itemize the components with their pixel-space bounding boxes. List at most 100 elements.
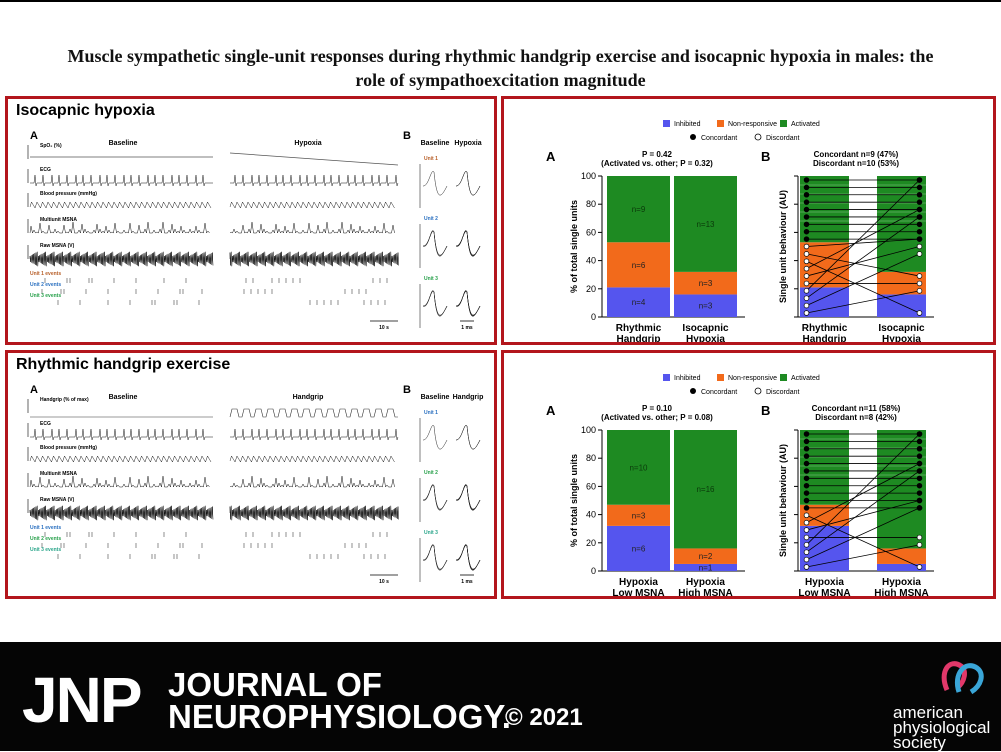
unit-marker	[916, 228, 923, 235]
spike-header-baseline: Baseline	[421, 140, 450, 147]
msna-trace	[229, 221, 395, 234]
unit-events-label: Unit 3 events	[30, 293, 61, 299]
chart-stat-line1: P = 0.42	[642, 150, 672, 159]
bar-data-label: n=4	[632, 298, 646, 307]
bar-data-label: n=10	[629, 463, 648, 472]
hypoxia-recordings-panel: Isocapnic hypoxia A B Baseline Hypoxia Basel…	[5, 96, 497, 345]
unit-marker	[803, 206, 810, 213]
legend-label: Inhibited	[674, 121, 701, 128]
bar-segment	[607, 525, 670, 571]
journal-name-line2: NEUROPHYSIOLOGY.	[168, 698, 511, 735]
ecg-trace	[30, 174, 213, 187]
spike-scale-label: 1 ms	[461, 579, 473, 585]
unit-marker	[916, 243, 923, 250]
unit-marker	[803, 214, 810, 220]
spike-waveform	[422, 425, 448, 450]
panel-title: Isocapnic hypoxia	[16, 102, 155, 119]
y-axis-title: % of total single units	[569, 454, 579, 547]
unit-marker	[803, 302, 810, 309]
bar-segment	[674, 271, 737, 295]
bar-segment	[607, 430, 670, 505]
unit-marker	[916, 206, 923, 213]
unit-marker	[916, 431, 923, 437]
y-axis-title: Single unit behaviour (AU)	[778, 444, 788, 557]
spike-waveform	[455, 545, 481, 570]
unit-marker	[803, 482, 810, 489]
x-category-label: Isocapnic	[878, 323, 925, 334]
unit-marker	[916, 280, 923, 287]
chart-label-b: B	[761, 149, 770, 164]
unit-marker	[916, 192, 923, 198]
chart-stat-line2: (Activated vs. other; P = 0.08)	[601, 413, 713, 422]
bar-segment	[800, 504, 849, 526]
raw-msna-trace	[29, 505, 214, 521]
spike-waveform	[455, 485, 481, 510]
unit-marker	[803, 542, 810, 548]
legend-label: Inhibited	[674, 375, 701, 382]
y-tick-label: 80	[586, 453, 596, 463]
column-header-condition: Hypoxia	[294, 140, 321, 147]
legend-swatch	[780, 374, 787, 381]
low-vs-high-msna-chart-panel: Inhibited Non-responsive Activated Concorda…	[501, 350, 996, 599]
figure-label-b: B	[403, 384, 411, 396]
unit-marker	[916, 482, 923, 489]
unit-marker	[803, 527, 810, 533]
spike-waveform	[422, 290, 448, 317]
unit-marker	[916, 534, 923, 541]
unit-pair-line	[806, 260, 920, 314]
journal-footer: JNP JOURNAL OF NEUROPHYSIOLOGY. © 2021 a…	[0, 642, 1001, 751]
unit-marker	[803, 221, 810, 228]
trace-label: SpO₂ (%)	[40, 143, 62, 149]
legend-discordant-marker	[754, 133, 762, 141]
unit-marker	[803, 177, 810, 183]
unit-marker	[803, 295, 810, 301]
y-axis-title: % of total single units	[569, 200, 579, 293]
ecg-trace	[230, 428, 399, 441]
msna-trace	[29, 475, 210, 488]
x-category-label: Low MSNA	[612, 588, 664, 596]
spike-waveform	[422, 485, 448, 510]
hypoxia-recordings-figure: A B Baseline Hypoxia Baseline Hypoxia SpO₂ (%)…	[27, 130, 482, 331]
chart-stat-line1: Concordant n=9 (47%)	[814, 150, 899, 159]
legend-concordant-marker	[690, 134, 696, 140]
unit-marker	[803, 475, 810, 482]
unit-events-label: Unit 2 events	[30, 282, 61, 288]
bar-segment	[877, 548, 926, 564]
unit-marker	[803, 549, 810, 555]
spike-header-baseline: Baseline	[421, 394, 450, 401]
bar-segment	[674, 563, 737, 571]
column-header-condition: Handgrip	[293, 394, 324, 401]
unit-label: Unit 1	[424, 156, 438, 162]
unit-pair-line	[806, 253, 920, 277]
msna-trace	[229, 475, 395, 488]
x-category-label: Hypoxia	[882, 334, 921, 342]
copyright-year: © 2021	[505, 704, 583, 731]
unit-marker	[803, 497, 810, 504]
bar-data-label: n=2	[699, 552, 713, 561]
trace-label: ECG	[40, 421, 51, 427]
trace-line	[229, 152, 399, 166]
y-tick-label: 100	[581, 171, 596, 181]
panel-title: Rhythmic handgrip exercise	[16, 356, 231, 373]
unit-pair-line	[806, 470, 920, 553]
unit-marker	[803, 505, 810, 511]
unit-marker	[803, 273, 810, 279]
x-category-label: High MSNA	[678, 588, 732, 596]
unit-marker	[803, 564, 810, 570]
unit-marker	[916, 221, 923, 228]
legend-swatch	[663, 120, 670, 127]
unit-marker	[803, 534, 810, 541]
spike-header-condition: Hypoxia	[454, 140, 481, 147]
top-rule	[0, 0, 1001, 2]
unit-pair-line	[806, 238, 920, 247]
chart-figure-top: Inhibited Non-responsive Activated Concorda…	[546, 120, 934, 342]
x-category-label: Hypoxia	[686, 577, 725, 588]
unit-pair-line	[806, 216, 920, 299]
trace-label: Blood pressure (mmHg)	[40, 445, 97, 451]
unit-pair-line	[806, 253, 920, 306]
bar-segment	[800, 242, 849, 288]
unit-marker	[803, 512, 810, 519]
bar-data-label: n=3	[632, 511, 646, 520]
hypoxia-vs-handgrip-chart-panel: Inhibited Non-responsive Activated Concorda…	[501, 96, 996, 345]
